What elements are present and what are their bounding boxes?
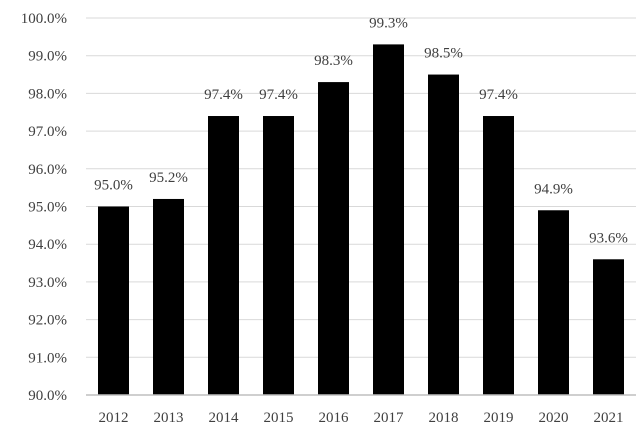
bar-2018 [428,74,459,396]
x-tick-label: 2021 [594,410,624,426]
bar-2021 [593,259,624,395]
bar-2015 [263,116,294,396]
data-label: 95.0% [94,178,133,194]
y-tick-label: 98.0% [28,86,67,102]
x-tick-label: 2020 [539,410,569,426]
y-tick-label: 91.0% [28,350,67,366]
x-tick-label: 2015 [264,410,294,426]
x-tick-label: 2017 [374,410,405,426]
bar-2019 [483,116,514,396]
x-tick-label: 2019 [484,410,514,426]
x-tick-label: 2016 [319,410,350,426]
data-label: 99.3% [369,15,408,31]
x-tick-label: 2014 [209,410,240,426]
x-tick-label: 2018 [429,410,459,426]
y-tick-label: 93.0% [28,275,67,291]
y-tick-label: 92.0% [28,313,67,329]
labels: 90.0% 91.0% 92.0% 93.0% 94.0% 95.0% 96.0% 97.0%… [21,11,628,426]
data-label: 95.2% [149,170,188,186]
x-tick-label: 2013 [154,410,184,426]
y-tick-label: 96.0% [28,162,67,178]
data-label: 97.4% [204,87,243,103]
bar-2013 [153,198,184,395]
bar-2016 [318,82,349,395]
y-tick-label: 90.0% [28,388,67,404]
data-label: 98.3% [314,53,353,69]
bar-2012 [98,206,129,395]
data-label: 93.6% [589,230,628,246]
bar-2020 [538,210,569,395]
y-tick-label: 100.0% [21,11,67,27]
data-label: 97.4% [259,87,298,103]
y-tick-label: 95.0% [28,200,67,216]
y-tick-label: 97.0% [28,124,67,140]
data-label: 98.5% [424,46,463,62]
bar-2014 [208,116,239,396]
data-label: 94.9% [534,181,573,197]
y-tick-label: 99.0% [28,49,67,65]
data-label: 97.4% [479,87,518,103]
bars [98,44,624,396]
bar-2017 [373,44,404,395]
x-tick-label: 2012 [99,410,129,426]
y-tick-label: 94.0% [28,237,67,253]
